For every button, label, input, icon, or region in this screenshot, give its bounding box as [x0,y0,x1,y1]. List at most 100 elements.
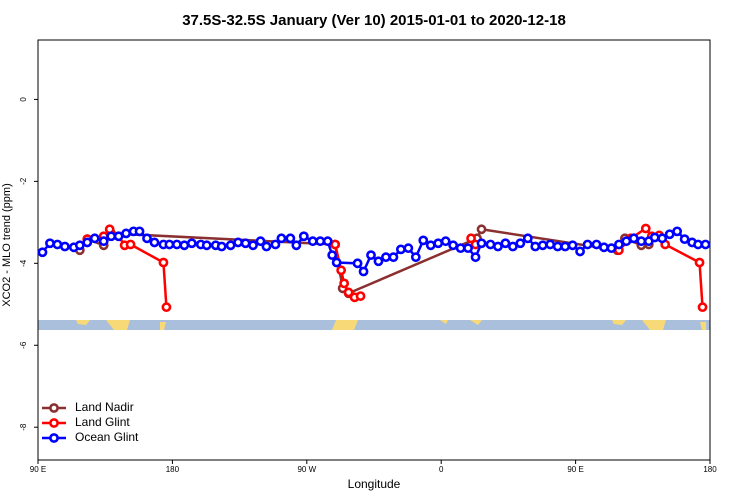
y-tick-label: -8 [19,423,28,431]
map-strip [38,320,710,330]
land-patch [440,320,448,324]
data-point [537,240,548,251]
data-point [476,224,487,235]
data-point [37,247,48,258]
land-patch [470,320,482,325]
data-point [113,231,124,242]
data-point [179,240,190,251]
data-point [507,241,518,252]
data-point [201,240,212,251]
data-point [270,239,281,250]
data-point [522,233,533,244]
data-point [233,237,244,248]
land-patch [700,322,706,330]
legend-label: Ocean Glint [75,430,139,444]
y-tick-label: -4 [19,259,28,267]
data-point [106,231,117,242]
data-point [591,239,602,250]
data-point [276,233,287,244]
data-point [352,258,363,269]
data-point [463,243,473,254]
data-point [636,236,647,247]
data-point [433,238,444,249]
data-point [606,243,617,254]
ocean-band [38,320,710,330]
data-point [164,239,175,250]
data-point [418,235,429,246]
data-point [186,238,197,249]
data-point [343,287,354,298]
land-patch [76,320,90,325]
land-patch [160,322,166,330]
legend-label: Land Nadir [75,400,134,414]
data-point [327,250,338,261]
x-tick-label: 180 [166,465,180,474]
data-point [158,257,169,268]
data-point [560,241,571,252]
data-point [366,250,376,261]
data-point [285,233,296,244]
data-point [240,238,251,249]
series-line [87,226,704,308]
data-point [255,236,266,247]
data-point [331,257,342,268]
data-point [225,240,236,251]
data-point [493,241,503,252]
data-point [45,238,55,249]
data-point [261,241,272,252]
data-point [248,240,258,251]
series [37,226,711,277]
data-point [552,241,563,252]
data-point [485,239,496,250]
data-point [74,240,85,251]
data-point [388,252,399,263]
data-point [582,239,593,250]
data-point [171,239,182,250]
data-point [395,244,406,255]
data-point [448,240,459,251]
y-tick-label: -2 [19,177,28,185]
data-point [216,241,227,252]
data-point [149,237,160,248]
data-point [355,291,366,301]
data-point [621,236,632,247]
x-tick-label: 90 E [30,465,46,474]
data-point [322,236,333,247]
data-point [410,252,421,263]
data-point [567,240,578,251]
data-point [657,233,668,244]
legend-marker [49,403,59,413]
data-point [455,243,466,254]
data-point [440,236,451,247]
y-axis-label: XCO2 - MLO trend (ppm) [1,183,13,306]
data-point [336,265,347,276]
data-point [381,252,391,263]
x-tick-label: 0 [439,465,444,474]
data-point [679,234,690,245]
data-point [694,257,705,268]
data-point [575,246,585,257]
data-point [640,223,651,234]
data-point [52,239,63,250]
x-tick-label: 180 [703,465,717,474]
data-point [59,241,70,252]
data-point [307,236,318,247]
data-point [373,256,384,267]
data-point [315,236,326,247]
chart-title: 37.5S-32.5S January (Ver 10) 2015-01-01 … [182,12,566,29]
data-point [466,233,476,244]
data-point [693,239,703,250]
data-point [599,242,609,253]
data-point [515,238,526,249]
legend-label: Land Glint [75,415,130,429]
data-point [291,240,302,251]
x-tick-label: 90 W [297,465,316,474]
land-patch [106,320,130,330]
plot-frame [37,39,711,461]
data-point [125,239,136,250]
data-point [330,239,341,250]
data-point [545,239,556,250]
data-point [358,266,369,277]
